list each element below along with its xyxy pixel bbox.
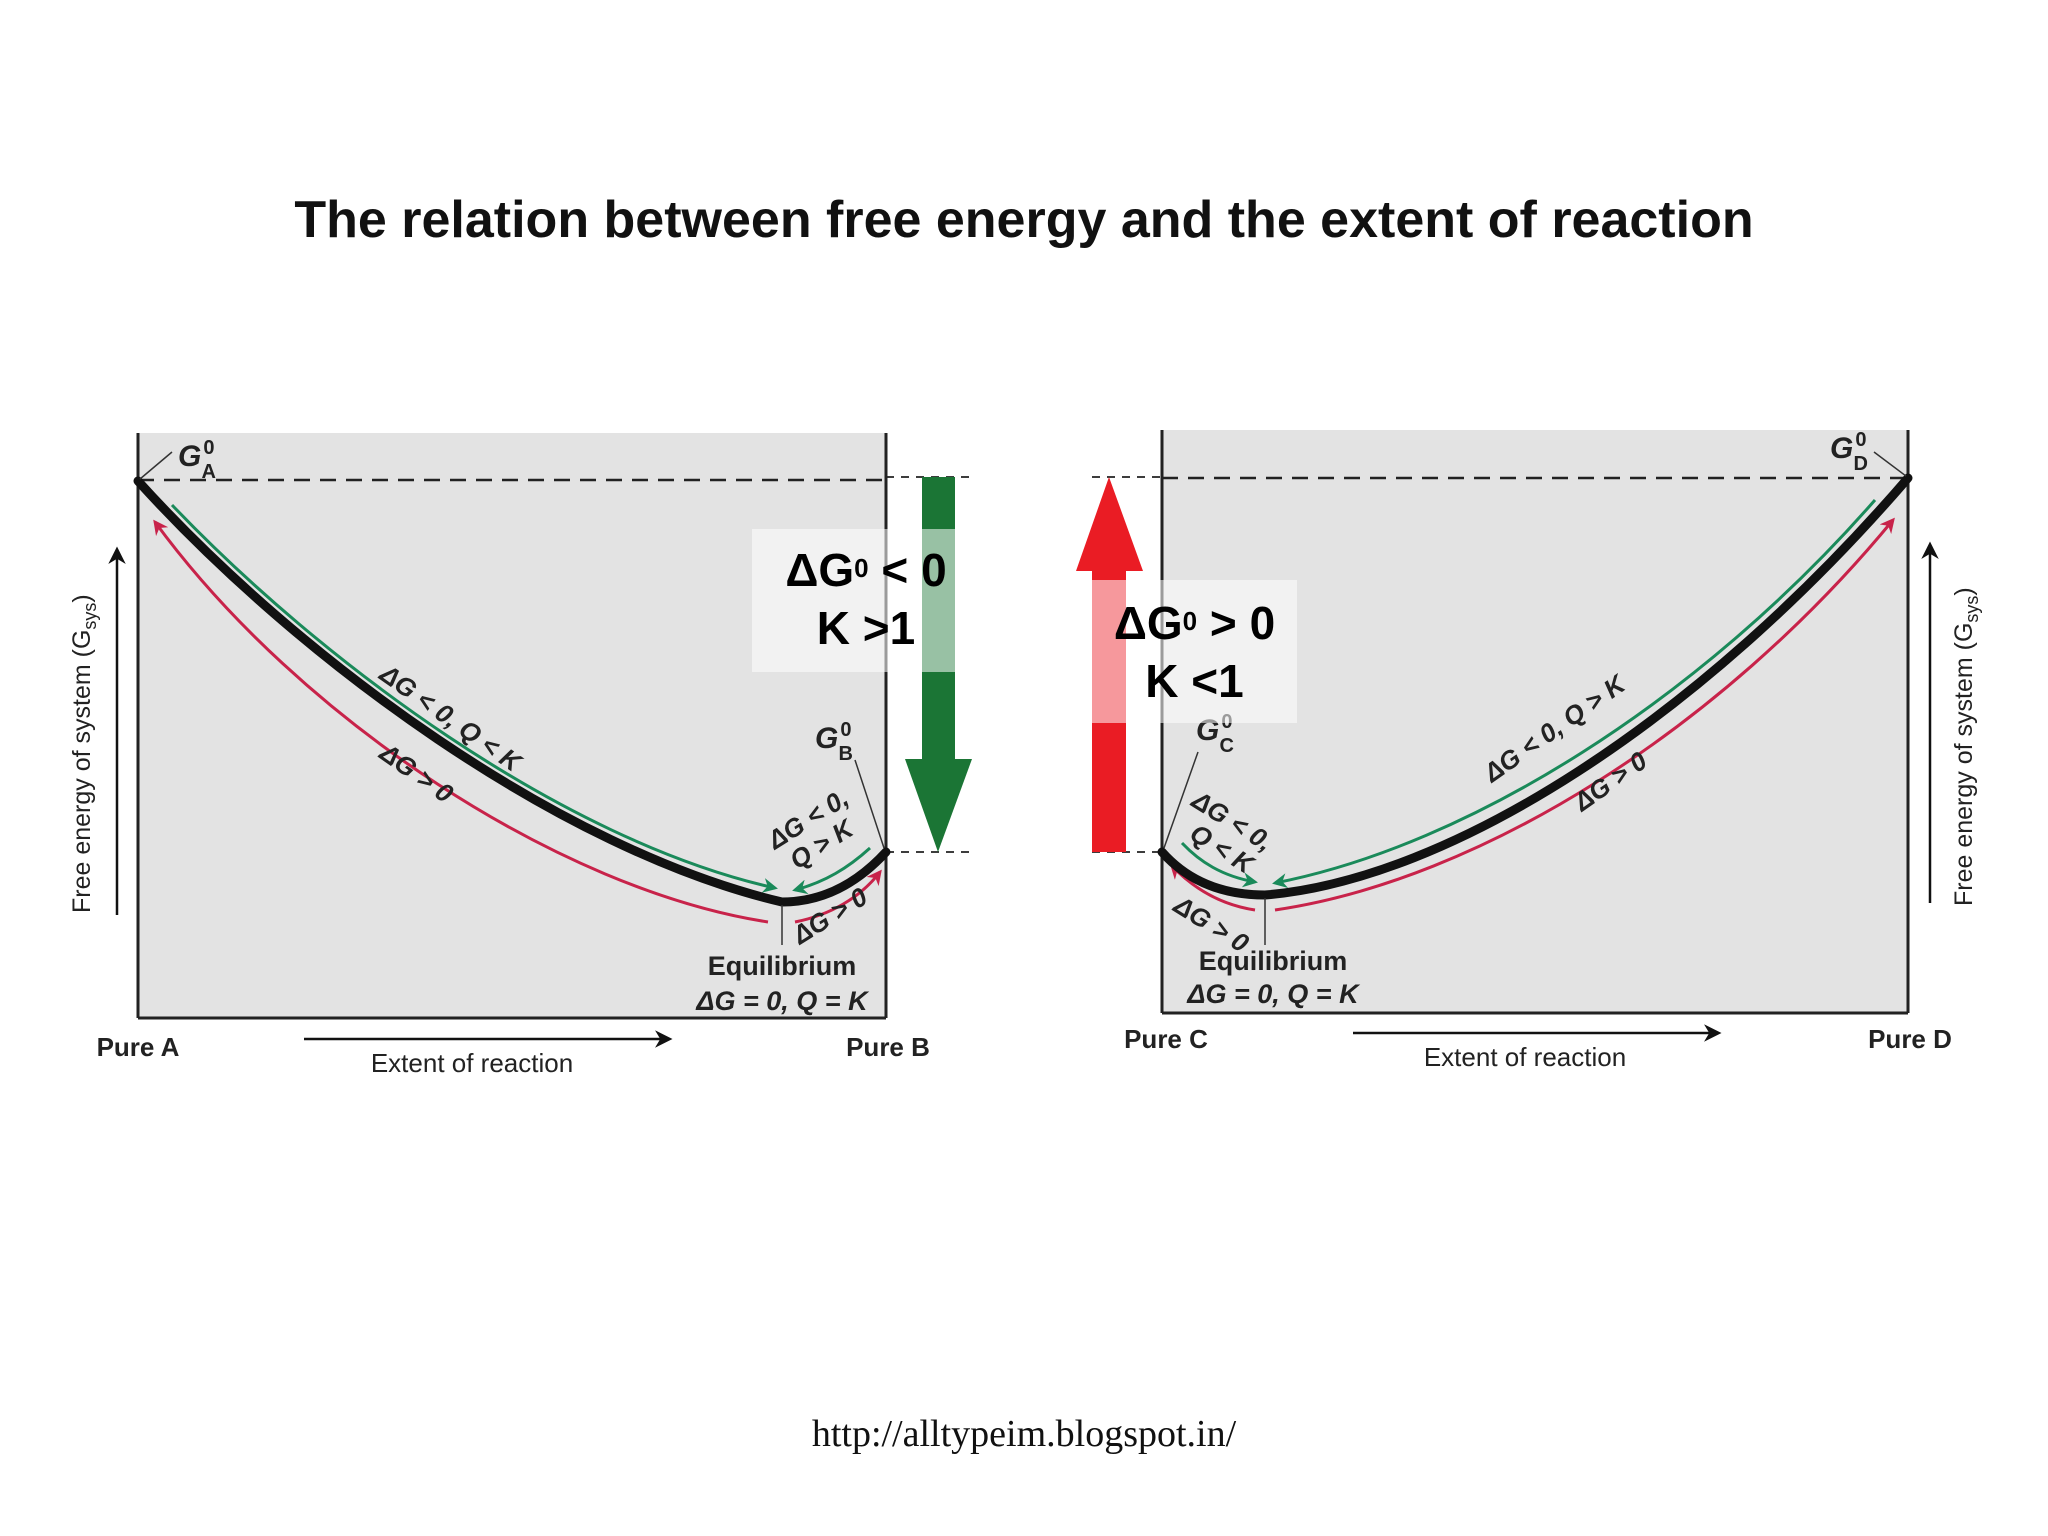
left-free-energy-curve [133, 476, 891, 907]
right-panel: G0C G0D ΔG < 0, Q < K ΔG > 0 ΔG < 0, Q >… [1092, 429, 1982, 1072]
favorable-annotation-text: ΔG0 < 0 K >1 [752, 541, 980, 657]
right-x-axis-label: Extent of reaction [1424, 1042, 1626, 1072]
delta-g-unfavorable: ΔG [1113, 597, 1183, 649]
superscript-zero: 0 [854, 553, 869, 583]
right-short-forward-arrow [1180, 841, 1258, 888]
superscript-zero: 0 [1182, 606, 1198, 636]
right-equilibrium-label: Equilibrium [1199, 946, 1348, 976]
unfavorable-annotation-text: ΔG0 > 0 K <1 [1092, 594, 1297, 710]
left-back-forward-arrow [792, 846, 872, 895]
left-x-axis-label: Extent of reaction [371, 1048, 573, 1078]
delta-g-favorable: ΔG [785, 544, 855, 596]
unfavorable-annotation-box [1092, 580, 1297, 723]
right-free-energy-curve [1157, 473, 1913, 900]
right-y-axis-label: Free energy of system (Gsys) [1950, 587, 1982, 906]
pure-c-label: Pure C [1124, 1024, 1208, 1054]
k-greater-than-one: K >1 [816, 602, 916, 654]
k-less-than-one: K <1 [1145, 655, 1244, 707]
unfavorable-sign: > 0 [1197, 597, 1276, 649]
left-equilibrium-condition: ΔG = 0, Q = K [695, 986, 870, 1016]
left-back-reverse-arrow [794, 869, 882, 924]
favorable-sign: < 0 [868, 544, 947, 596]
left-forward-arrow [170, 503, 778, 893]
left-y-axis-label: Free energy of system (Gsys) [68, 594, 100, 913]
pure-d-label: Pure D [1868, 1024, 1952, 1054]
left-plot-area [138, 433, 886, 1018]
pure-b-label: Pure B [846, 1032, 930, 1062]
right-equilibrium-condition: ΔG = 0, Q = K [1186, 979, 1361, 1009]
page-title: The relation between free energy and the… [294, 191, 1754, 249]
right-reverse-arrow [1274, 517, 1895, 912]
pure-a-label: Pure A [97, 1032, 180, 1062]
favorable-annotation-box [752, 529, 955, 672]
left-reverse-arrow [153, 519, 769, 924]
left-equilibrium-label: Equilibrium [708, 951, 857, 981]
source-url: http://alltypeim.blogspot.in/ [811, 1413, 1237, 1455]
right-forward-arrow [1272, 499, 1877, 889]
